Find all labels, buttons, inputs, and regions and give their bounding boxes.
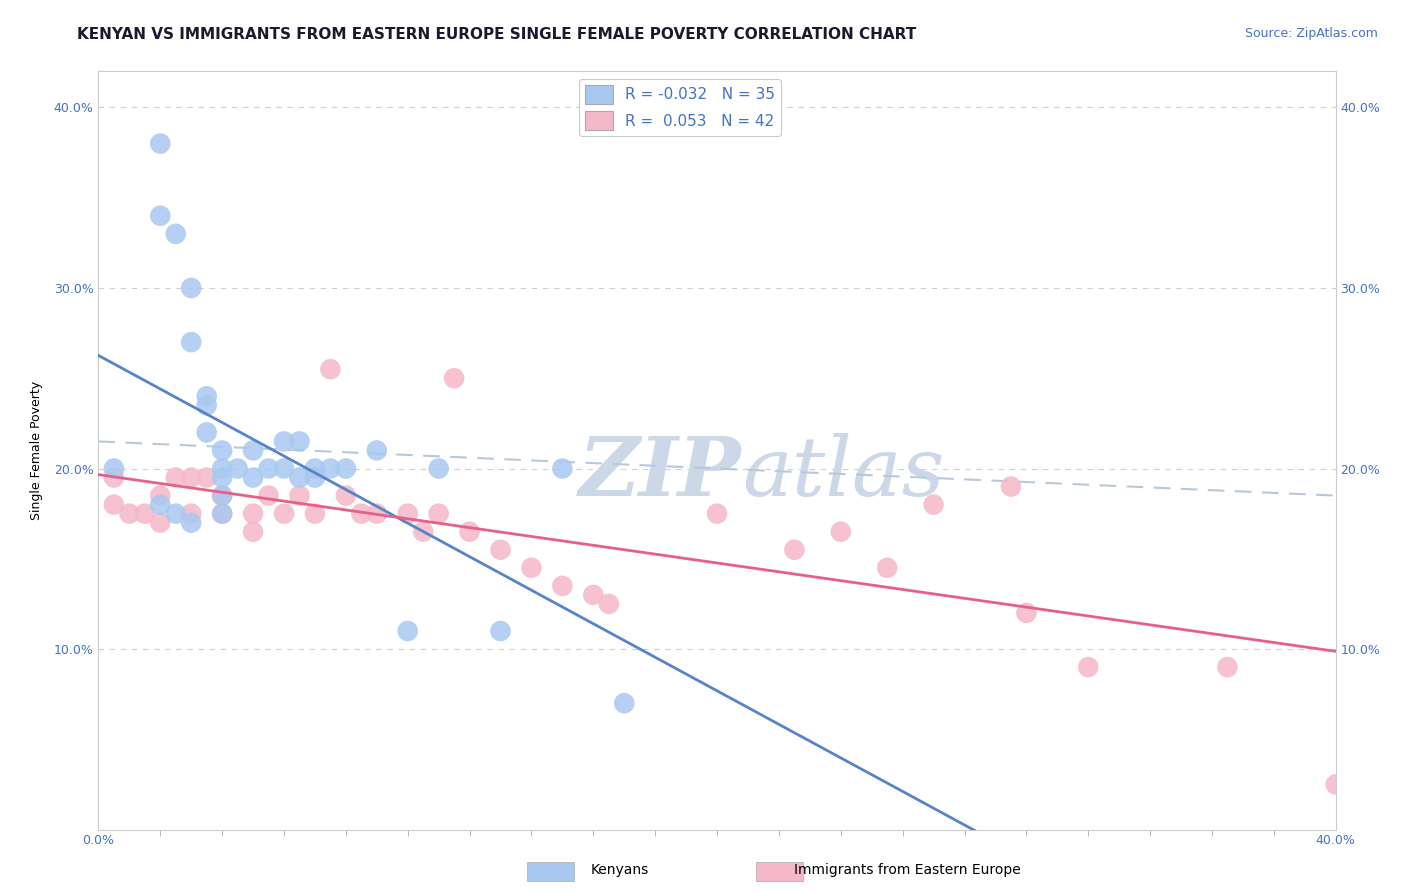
Point — [1000, 479, 1022, 493]
Point — [350, 507, 373, 521]
Point — [242, 470, 264, 484]
Text: ZIP: ZIP — [579, 434, 742, 513]
Point — [1077, 660, 1099, 674]
Point — [195, 425, 218, 440]
Point — [396, 624, 419, 638]
Point — [242, 524, 264, 539]
Point — [830, 524, 852, 539]
Point — [304, 470, 326, 484]
Point — [211, 461, 233, 475]
Point — [288, 489, 311, 503]
Point — [103, 461, 125, 475]
Legend: R = -0.032   N = 35, R =  0.053   N = 42: R = -0.032 N = 35, R = 0.053 N = 42 — [579, 79, 780, 136]
Point — [242, 507, 264, 521]
Point — [443, 371, 465, 385]
Text: KENYAN VS IMMIGRANTS FROM EASTERN EUROPE SINGLE FEMALE POVERTY CORRELATION CHART: KENYAN VS IMMIGRANTS FROM EASTERN EUROPE… — [77, 27, 917, 42]
Point — [180, 281, 202, 295]
Point — [195, 470, 218, 484]
Point — [165, 227, 187, 241]
Point — [180, 516, 202, 530]
Point — [458, 524, 481, 539]
Point — [134, 507, 156, 521]
Point — [366, 443, 388, 458]
Point — [165, 507, 187, 521]
Point — [335, 489, 357, 503]
Point — [922, 498, 945, 512]
Point — [706, 507, 728, 521]
Point — [412, 524, 434, 539]
Point — [149, 136, 172, 151]
Text: Source: ZipAtlas.com: Source: ZipAtlas.com — [1244, 27, 1378, 40]
Point — [396, 507, 419, 521]
Point — [211, 489, 233, 503]
Point — [180, 335, 202, 350]
Point — [195, 389, 218, 403]
Point — [257, 461, 280, 475]
Point — [149, 498, 172, 512]
Text: Kenyans: Kenyans — [591, 863, 648, 877]
Point — [427, 461, 450, 475]
Point — [1216, 660, 1239, 674]
Point — [783, 542, 806, 557]
Point — [520, 561, 543, 575]
Point — [118, 507, 141, 521]
Point — [366, 507, 388, 521]
Point — [149, 209, 172, 223]
Point — [211, 489, 233, 503]
Point — [211, 470, 233, 484]
Point — [876, 561, 898, 575]
Point — [335, 461, 357, 475]
Text: Immigrants from Eastern Europe: Immigrants from Eastern Europe — [794, 863, 1021, 877]
Point — [180, 507, 202, 521]
Point — [273, 507, 295, 521]
Point — [1015, 606, 1038, 620]
Point — [103, 498, 125, 512]
Point — [288, 470, 311, 484]
Point — [551, 461, 574, 475]
Point — [273, 434, 295, 449]
Point — [273, 461, 295, 475]
Point — [319, 461, 342, 475]
Point — [242, 443, 264, 458]
Point — [319, 362, 342, 376]
Point — [226, 461, 249, 475]
Point — [149, 516, 172, 530]
Point — [582, 588, 605, 602]
Point — [304, 507, 326, 521]
Point — [489, 542, 512, 557]
Point — [103, 470, 125, 484]
Point — [211, 507, 233, 521]
Point — [195, 398, 218, 412]
Point — [211, 507, 233, 521]
Point — [551, 579, 574, 593]
Point — [427, 507, 450, 521]
Point — [613, 696, 636, 710]
Point — [149, 489, 172, 503]
Point — [180, 470, 202, 484]
Point — [598, 597, 620, 611]
Point — [211, 443, 233, 458]
Y-axis label: Single Female Poverty: Single Female Poverty — [30, 381, 42, 520]
Point — [165, 470, 187, 484]
Text: atlas: atlas — [742, 434, 945, 513]
Point — [304, 461, 326, 475]
Point — [489, 624, 512, 638]
Point — [1324, 777, 1347, 791]
Point — [257, 489, 280, 503]
Point — [288, 434, 311, 449]
